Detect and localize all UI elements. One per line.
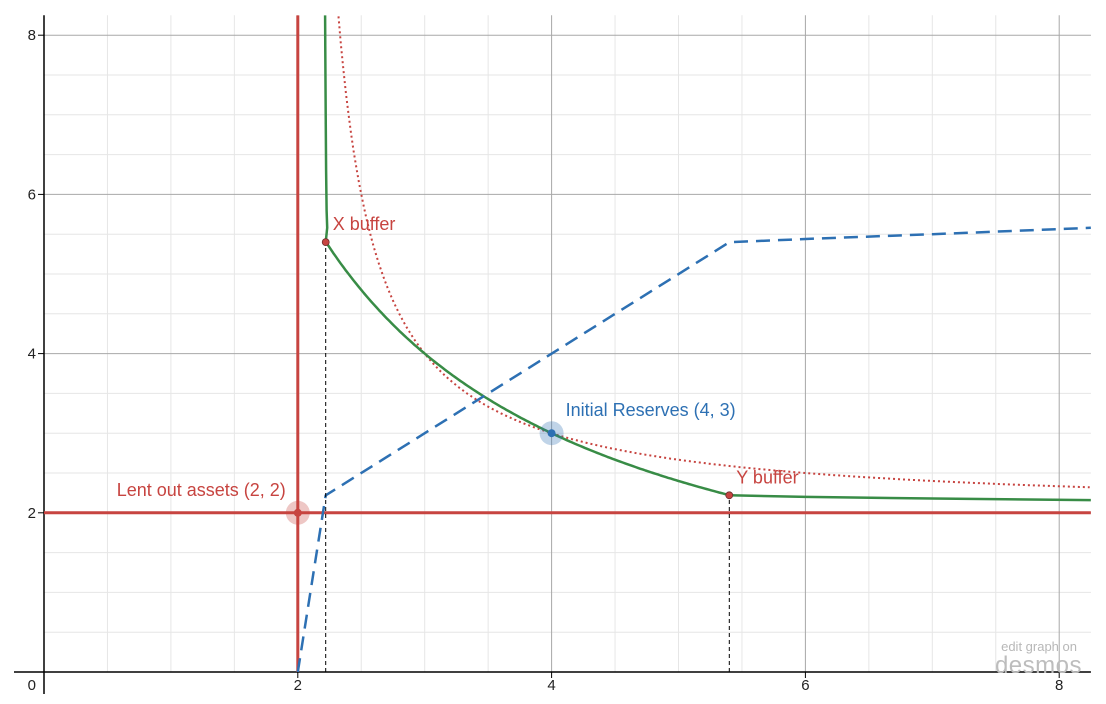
axes	[14, 15, 1091, 694]
point-marker[interactable]	[293, 508, 302, 517]
point-label: X buffer	[333, 214, 396, 234]
point-marker[interactable]	[725, 491, 734, 500]
series-3-curve	[324, 241, 730, 497]
x-tick-label: 2	[294, 677, 302, 694]
series-4-polyline	[323, 15, 329, 243]
series-6-polyline	[296, 226, 1091, 673]
minor-grid	[44, 15, 1091, 672]
series-2-curve	[337, 15, 1090, 489]
point-marker[interactable]	[547, 429, 556, 438]
y-tick-label: 4	[28, 346, 36, 363]
x-tick-label: 8	[1055, 677, 1063, 694]
point-label: Lent out assets (2, 2)	[117, 480, 286, 500]
edit-graph-text[interactable]: edit graph on	[1001, 639, 1077, 654]
points-layer: Lent out assets (2, 2) Initial Reserves (…	[117, 214, 799, 525]
y-tick-label: 6	[28, 186, 36, 203]
desmos-watermark[interactable]: edit graph on desmos	[995, 639, 1082, 679]
y-tick-label: 8	[28, 27, 36, 44]
origin-label: 0	[28, 677, 36, 694]
point-marker[interactable]	[321, 238, 330, 247]
series-layer	[44, 15, 1091, 673]
desmos-logo-text[interactable]: desmos	[995, 652, 1082, 679]
y-tick-label: 2	[28, 505, 36, 522]
x-tick-label: 6	[801, 677, 809, 694]
x-tick-label: 4	[547, 677, 555, 694]
point-label: Initial Reserves (4, 3)	[566, 400, 736, 420]
series-5-polyline	[729, 494, 1091, 502]
point-label: Y buffer	[736, 467, 798, 487]
tick-labels: 2 4 6 8 2 4 6 8 0	[28, 27, 1064, 694]
